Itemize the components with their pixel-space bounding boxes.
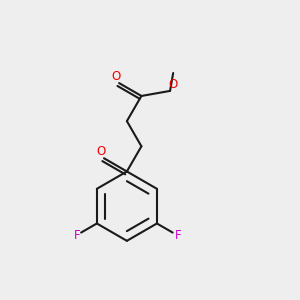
Text: O: O [169, 78, 178, 91]
Text: O: O [111, 70, 120, 83]
Text: O: O [96, 145, 105, 158]
Text: F: F [74, 230, 80, 242]
Text: F: F [175, 230, 181, 242]
